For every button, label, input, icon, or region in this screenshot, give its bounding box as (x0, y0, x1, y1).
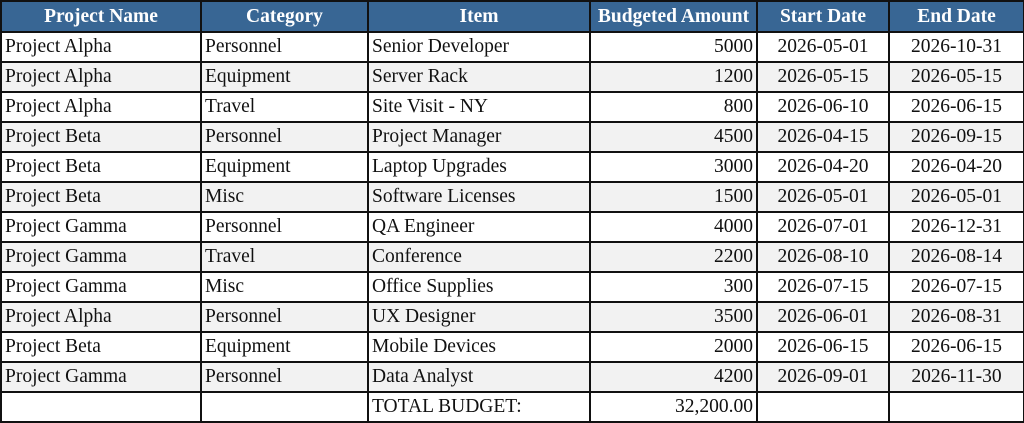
project-name-cell[interactable]: Project Beta (0, 331, 202, 363)
start-date-cell[interactable]: 2026-06-01 (756, 301, 890, 333)
category-cell[interactable]: Equipment (200, 331, 369, 363)
category-cell[interactable]: Equipment (200, 61, 369, 93)
total-empty-cell[interactable] (888, 391, 1024, 423)
end-date-cell[interactable]: 2026-04-20 (888, 151, 1024, 183)
category-cell[interactable]: Personnel (200, 121, 369, 153)
header-end-date[interactable]: End Date (888, 0, 1024, 33)
end-date-cell[interactable]: 2026-05-15 (888, 61, 1024, 93)
end-date-cell[interactable]: 2026-11-30 (888, 361, 1024, 393)
start-date-cell[interactable]: 2026-08-10 (756, 241, 890, 273)
end-date-cell[interactable]: 2026-08-14 (888, 241, 1024, 273)
start-date-cell[interactable]: 2026-06-10 (756, 91, 890, 123)
item-cell[interactable]: Mobile Devices (367, 331, 591, 363)
category-cell[interactable]: Misc (200, 181, 369, 213)
project-name-cell[interactable]: Project Gamma (0, 241, 202, 273)
end-date-cell[interactable]: 2026-05-01 (888, 181, 1024, 213)
table-row: Project Beta Equipment Laptop Upgrades 3000… (0, 151, 1024, 183)
table-row: Project Gamma Personnel QA Engineer 4000 202… (0, 211, 1024, 243)
amount-cell[interactable]: 3500 (589, 301, 758, 333)
category-cell[interactable]: Personnel (200, 361, 369, 393)
category-cell[interactable]: Personnel (200, 301, 369, 333)
table-row: Project Beta Misc Software Licenses 1500 202… (0, 181, 1024, 213)
project-name-cell[interactable]: Project Gamma (0, 211, 202, 243)
project-name-cell[interactable]: Project Alpha (0, 61, 202, 93)
total-empty-cell[interactable] (200, 391, 369, 423)
total-value[interactable]: 32,200.00 (589, 391, 758, 423)
table-row: Project Gamma Travel Conference 2200 2026-08… (0, 241, 1024, 273)
header-budgeted-amount[interactable]: Budgeted Amount (589, 0, 758, 33)
table-row: Project Gamma Personnel Data Analyst 4200 20… (0, 361, 1024, 393)
amount-cell[interactable]: 1500 (589, 181, 758, 213)
start-date-cell[interactable]: 2026-09-01 (756, 361, 890, 393)
header-item[interactable]: Item (367, 0, 591, 33)
project-name-cell[interactable]: Project Gamma (0, 271, 202, 303)
amount-cell[interactable]: 2000 (589, 331, 758, 363)
project-name-cell[interactable]: Project Gamma (0, 361, 202, 393)
amount-cell[interactable]: 4500 (589, 121, 758, 153)
start-date-cell[interactable]: 2026-07-01 (756, 211, 890, 243)
category-cell[interactable]: Travel (200, 91, 369, 123)
category-cell[interactable]: Misc (200, 271, 369, 303)
table-row: Project Alpha Personnel Senior Developer 50… (0, 31, 1024, 63)
header-row: Project Name Category Item Budgeted Amou… (0, 0, 1024, 33)
total-row: TOTAL BUDGET: 32,200.00 (0, 391, 1024, 423)
start-date-cell[interactable]: 2026-05-01 (756, 181, 890, 213)
end-date-cell[interactable]: 2026-08-31 (888, 301, 1024, 333)
item-cell[interactable]: Project Manager (367, 121, 591, 153)
table-row: Project Alpha Personnel UX Designer 3500 202… (0, 301, 1024, 333)
end-date-cell[interactable]: 2026-06-15 (888, 91, 1024, 123)
amount-cell[interactable]: 4200 (589, 361, 758, 393)
item-cell[interactable]: Laptop Upgrades (367, 151, 591, 183)
project-name-cell[interactable]: Project Beta (0, 121, 202, 153)
project-name-cell[interactable]: Project Alpha (0, 91, 202, 123)
category-cell[interactable]: Equipment (200, 151, 369, 183)
end-date-cell[interactable]: 2026-10-31 (888, 31, 1024, 63)
item-cell[interactable]: UX Designer (367, 301, 591, 333)
amount-cell[interactable]: 3000 (589, 151, 758, 183)
project-name-cell[interactable]: Project Alpha (0, 31, 202, 63)
start-date-cell[interactable]: 2026-05-15 (756, 61, 890, 93)
amount-cell[interactable]: 300 (589, 271, 758, 303)
project-name-cell[interactable]: Project Alpha (0, 301, 202, 333)
header-project-name[interactable]: Project Name (0, 0, 202, 33)
start-date-cell[interactable]: 2026-05-01 (756, 31, 890, 63)
project-name-cell[interactable]: Project Beta (0, 181, 202, 213)
category-cell[interactable]: Travel (200, 241, 369, 273)
table-row: Project Alpha Equipment Server Rack 1200 202… (0, 61, 1024, 93)
end-date-cell[interactable]: 2026-06-15 (888, 331, 1024, 363)
table-row: Project Beta Personnel Project Manager 4500… (0, 121, 1024, 153)
item-cell[interactable]: Data Analyst (367, 361, 591, 393)
start-date-cell[interactable]: 2026-07-15 (756, 271, 890, 303)
item-cell[interactable]: Software Licenses (367, 181, 591, 213)
amount-cell[interactable]: 4000 (589, 211, 758, 243)
header-category[interactable]: Category (200, 0, 369, 33)
start-date-cell[interactable]: 2026-04-20 (756, 151, 890, 183)
header-start-date[interactable]: Start Date (756, 0, 890, 33)
amount-cell[interactable]: 1200 (589, 61, 758, 93)
end-date-cell[interactable]: 2026-07-15 (888, 271, 1024, 303)
table-row: Project Gamma Misc Office Supplies 300 2026-… (0, 271, 1024, 303)
end-date-cell[interactable]: 2026-12-31 (888, 211, 1024, 243)
table-row: Project Alpha Travel Site Visit - NY 800 202… (0, 91, 1024, 123)
item-cell[interactable]: Conference (367, 241, 591, 273)
item-cell[interactable]: Server Rack (367, 61, 591, 93)
total-empty-cell[interactable] (0, 391, 202, 423)
table-row: Project Beta Equipment Mobile Devices 2000 2… (0, 331, 1024, 363)
amount-cell[interactable]: 5000 (589, 31, 758, 63)
item-cell[interactable]: Office Supplies (367, 271, 591, 303)
item-cell[interactable]: Site Visit - NY (367, 91, 591, 123)
start-date-cell[interactable]: 2026-04-15 (756, 121, 890, 153)
item-cell[interactable]: QA Engineer (367, 211, 591, 243)
category-cell[interactable]: Personnel (200, 211, 369, 243)
amount-cell[interactable]: 2200 (589, 241, 758, 273)
project-name-cell[interactable]: Project Beta (0, 151, 202, 183)
start-date-cell[interactable]: 2026-06-15 (756, 331, 890, 363)
end-date-cell[interactable]: 2026-09-15 (888, 121, 1024, 153)
amount-cell[interactable]: 800 (589, 91, 758, 123)
item-cell[interactable]: Senior Developer (367, 31, 591, 63)
total-label[interactable]: TOTAL BUDGET: (367, 391, 591, 423)
category-cell[interactable]: Personnel (200, 31, 369, 63)
total-empty-cell[interactable] (756, 391, 890, 423)
